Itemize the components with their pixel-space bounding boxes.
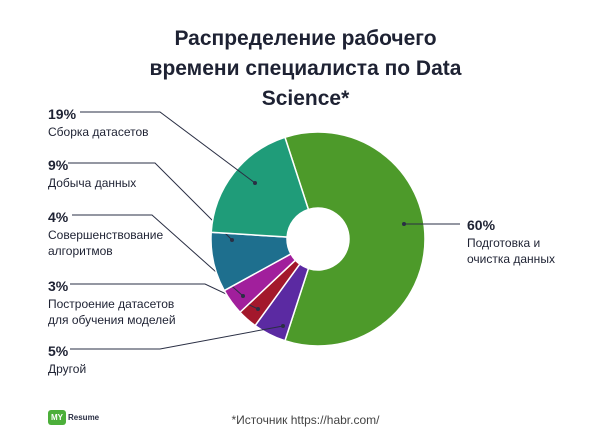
- slice-label: 4% Совершенствование алгоритмов: [48, 209, 163, 259]
- slice-label: 3% Построение датасетов для обучения моде…: [48, 278, 188, 328]
- logo-mark: MY: [48, 410, 66, 425]
- category-label: Подготовка и очистка данных: [467, 236, 555, 266]
- value-label: 5%: [48, 343, 69, 359]
- value-label: 3%: [48, 278, 69, 294]
- leader-dot: [230, 238, 234, 242]
- slice-label: 60% Подготовка и очистка данных: [467, 217, 577, 267]
- slice: [283, 131, 426, 347]
- slice-label: 19% Сборка датасетов: [48, 106, 198, 140]
- title-box: Распределение рабочего времени специалис…: [0, 24, 611, 114]
- slice: [210, 136, 310, 238]
- value-label: 4%: [48, 209, 69, 225]
- source-note: *Источник https://habr.com/: [231, 413, 380, 427]
- chart-title: Распределение рабочего времени специалис…: [149, 27, 462, 110]
- category-label: Сборка датасетов: [48, 125, 149, 139]
- leader-dot: [281, 324, 285, 328]
- logo-name: Resume: [68, 413, 100, 422]
- slice-label: 5% Другой: [48, 343, 198, 377]
- value-label: 60%: [467, 217, 496, 233]
- value-label: 9%: [48, 157, 69, 173]
- leader-dot: [253, 181, 257, 185]
- leader-dot: [256, 307, 260, 311]
- leader-line: [70, 325, 284, 350]
- leader-line: [80, 111, 256, 184]
- slice-label: 9% Добыча данных: [48, 157, 198, 191]
- category-label: Другой: [48, 362, 87, 376]
- leader-line: [68, 162, 233, 241]
- category-label: Построение датасетов для обучения моделе…: [48, 297, 176, 327]
- category-label: Добыча данных: [48, 176, 137, 190]
- leader-line: [72, 214, 244, 297]
- leader-dot: [241, 294, 245, 298]
- value-label: 19%: [48, 106, 77, 122]
- leader-dot: [402, 222, 406, 226]
- category-label: Совершенствование алгоритмов: [48, 228, 164, 258]
- logo: MY Resume: [48, 410, 99, 425]
